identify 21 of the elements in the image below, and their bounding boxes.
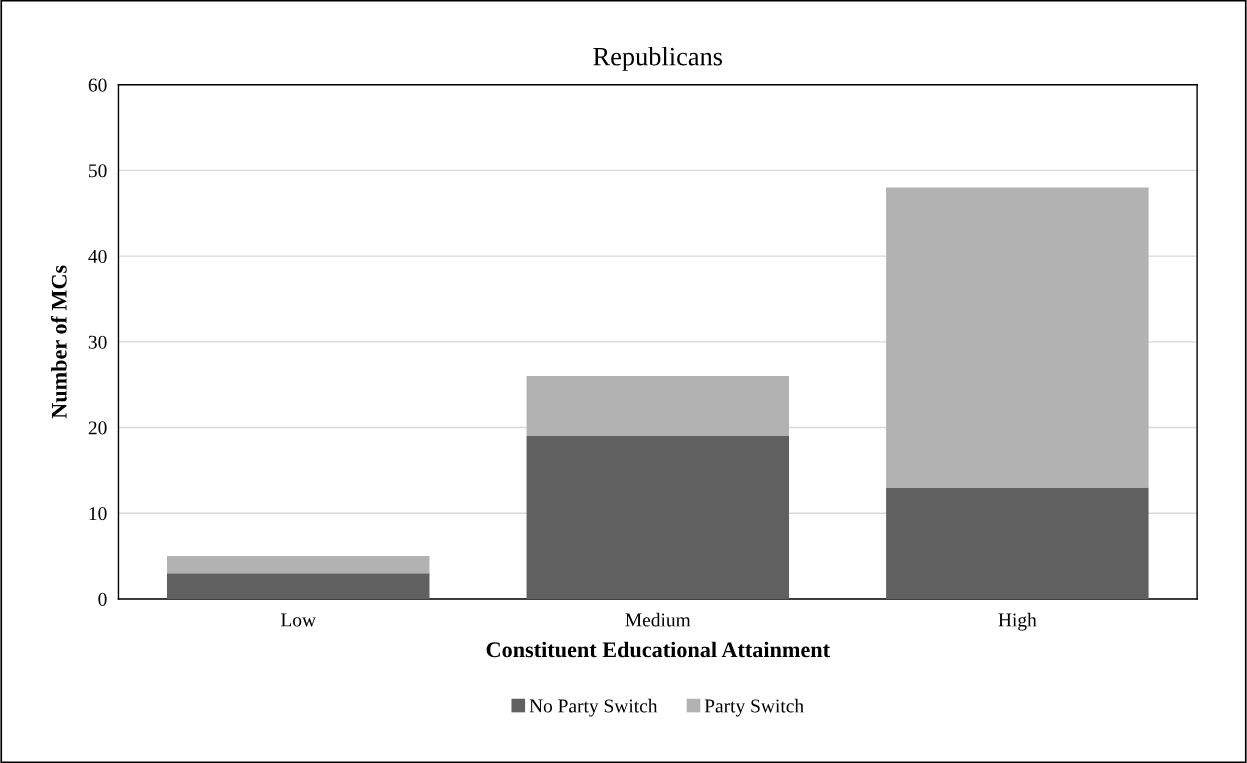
- x-tick-label: High: [998, 612, 1037, 631]
- bar: [886, 187, 1149, 488]
- y-tick-label: 50: [89, 164, 107, 178]
- chart-title: Republicans: [593, 46, 723, 71]
- bar: [167, 556, 430, 574]
- bar: [526, 376, 790, 437]
- y-tick-label: 30: [88, 335, 107, 349]
- x-tick-label: Medium: [625, 612, 691, 627]
- y-axis-title: Number of MCs: [50, 265, 67, 419]
- y-tick-label: 20: [88, 421, 107, 435]
- legend-label: No Party Switch: [529, 698, 658, 717]
- bar: [167, 573, 430, 599]
- y-tick-label: 0: [98, 592, 107, 606]
- x-axis-title: Constituent Educational Attainment: [486, 641, 830, 658]
- legend-label: Party Switch: [704, 698, 804, 717]
- bar: [526, 436, 790, 599]
- bar: [886, 487, 1149, 599]
- y-tick-label: 60: [88, 78, 107, 92]
- y-tick-label: 40: [88, 249, 107, 264]
- y-tick-label: 10: [89, 507, 107, 521]
- x-tick-label: Low: [280, 613, 316, 627]
